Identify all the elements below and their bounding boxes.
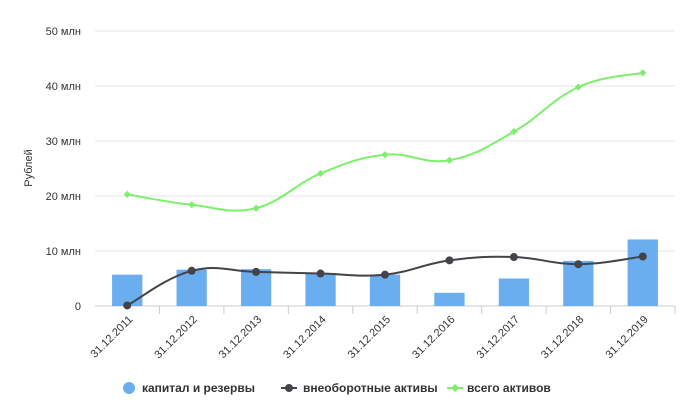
bar-31.12.2012[interactable] [176, 269, 207, 306]
bar-31.12.2011[interactable] [112, 274, 143, 306]
bar-31.12.2015[interactable] [369, 274, 401, 306]
point-noncurrent-assets-31.12.2013[interactable] [252, 267, 261, 276]
line-series-layer [123, 69, 647, 310]
bar-series-layer [112, 239, 658, 306]
point-total-assets-31.12.2011[interactable] [123, 190, 131, 198]
legend: капитал и резервы внеоборотные активы всег… [123, 381, 551, 395]
point-noncurrent-assets-31.12.2019[interactable] [638, 252, 647, 261]
bar-31.12.2018[interactable] [563, 260, 594, 306]
legend-symbol-marker [451, 384, 459, 392]
y-tick-label: 30 млн [46, 136, 81, 148]
x-tick-label: 31.12.2016 [410, 314, 457, 361]
y-axis-title: Рублей [23, 149, 35, 186]
point-noncurrent-assets-31.12.2018[interactable] [574, 260, 583, 269]
legend-label: внеоборотные активы [303, 381, 438, 395]
x-tick-label: 31.12.2019 [603, 314, 650, 361]
point-total-assets-31.12.2014[interactable] [316, 169, 325, 178]
y-tick-label: 50 млн [46, 26, 81, 38]
point-total-assets-31.12.2019[interactable] [639, 69, 647, 77]
point-total-assets-31.12.2016[interactable] [445, 156, 454, 164]
bar-31.12.2017[interactable] [498, 278, 530, 307]
x-tick-label: 31.12.2015 [346, 314, 393, 361]
y-tick-label: 20 млн [46, 191, 81, 203]
legend-symbol-marker [285, 384, 293, 392]
bar-31.12.2014[interactable] [305, 273, 336, 306]
x-tick-label: 31.12.2014 [281, 314, 328, 361]
bar-31.12.2016[interactable] [434, 292, 465, 306]
y-tick-label: 0 [75, 301, 81, 313]
y-tick-label: 40 млн [46, 81, 81, 93]
legend-label: всего активов [467, 381, 551, 395]
point-total-assets-31.12.2015[interactable] [381, 151, 389, 159]
point-noncurrent-assets-31.12.2015[interactable] [381, 270, 389, 279]
point-total-assets-31.12.2012[interactable] [188, 201, 196, 209]
legend-item-total-assets[interactable]: всего активов [447, 381, 551, 395]
y-tick-label: 10 млн [46, 246, 81, 258]
legend-item-noncurrent-assets[interactable]: внеоборотные активы [281, 381, 438, 395]
x-tick-label: 31.12.2013 [217, 314, 264, 361]
legend-symbol [123, 382, 135, 394]
point-noncurrent-assets-31.12.2011[interactable] [123, 301, 132, 310]
point-noncurrent-assets-31.12.2016[interactable] [445, 256, 454, 265]
axis-layer: 0 10 млн 20 млн 30 млн 40 млн 50 млн 31.12.201… [46, 26, 676, 361]
legend-item-capital-reserves[interactable]: капитал и резервы [123, 381, 255, 395]
x-tick-label: 31.12.2012 [152, 314, 199, 361]
x-tick-label: 31.12.2018 [539, 314, 586, 361]
point-noncurrent-assets-31.12.2017[interactable] [509, 253, 518, 262]
point-total-assets-31.12.2017[interactable] [510, 128, 518, 136]
x-tick-label: 31.12.2017 [475, 314, 522, 361]
point-total-assets-31.12.2018[interactable] [574, 83, 582, 91]
x-tick-label: 31.12.2011 [88, 314, 135, 361]
point-noncurrent-assets-31.12.2014[interactable] [316, 269, 325, 278]
line-total-assets[interactable] [127, 71, 643, 212]
point-total-assets-31.12.2013[interactable] [252, 204, 260, 212]
point-noncurrent-assets-31.12.2012[interactable] [187, 266, 196, 275]
legend-label: капитал и резервы [142, 381, 255, 395]
bar-31.12.2019[interactable] [627, 239, 658, 306]
